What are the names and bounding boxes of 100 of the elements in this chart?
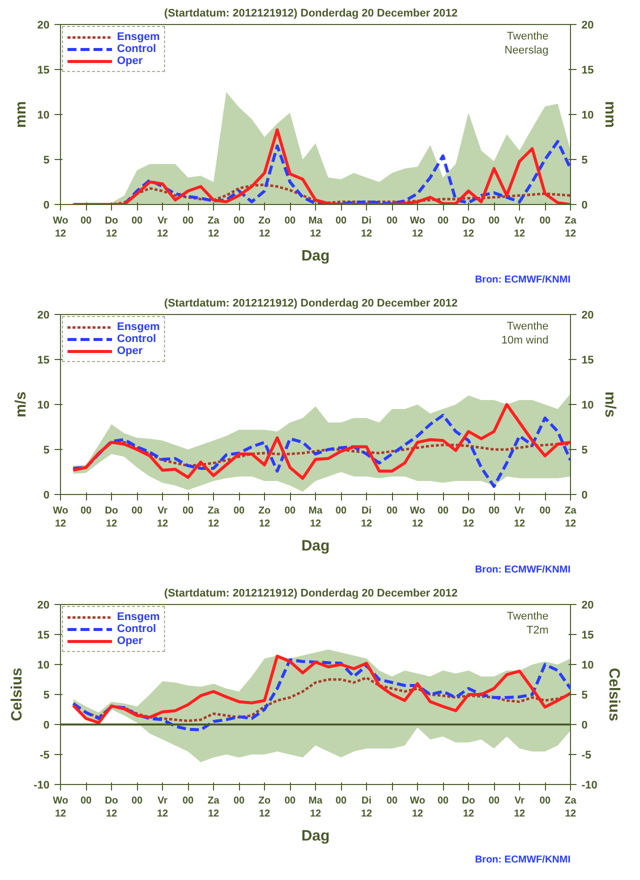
line-series [72,414,570,488]
y-tick-label: 15 [37,354,50,366]
x-tick-label: Di 12 [360,216,372,240]
y2-tick-label: 10 [582,110,594,122]
y2-axis-title: mm [602,101,619,128]
x-tick-label: Do 12 [104,506,118,530]
x-axis-title: Dag [301,538,330,555]
y-tick-label: 0 [43,720,50,732]
x-tick-label: 00 [488,506,500,516]
x-tick-label: 00 [335,216,347,226]
annotation: 10m wind [501,334,548,346]
x-tick-label: Do 12 [462,216,476,240]
y2-tick-label: 5 [582,690,588,702]
annotation: Twenthe [506,610,549,622]
x-tick-label: 00 [335,796,347,806]
x-tick-label: Do 12 [462,506,476,530]
x-axis-title: Dag [301,248,330,265]
legend-label: Oper [117,55,143,67]
x-tick-label: 00 [182,216,194,226]
x-tick-label: Zo 12 [258,796,271,820]
y-tick-label: 20 [37,310,50,322]
x-tick-label: 00 [233,216,245,226]
x-tick-label: 00 [80,216,92,226]
x-tick-label: Do 12 [462,796,476,820]
y2-tick-label: -5 [582,750,592,762]
x-tick-label: Ma 12 [308,506,323,530]
y2-tick-label: 10 [582,400,594,412]
y2-tick-label: 20 [582,600,594,612]
x-tick-label: Wo 12 [52,506,68,530]
annotation: Twenthe [506,320,549,332]
x-tick-label: 00 [386,506,398,516]
x-tick-label: 00 [131,796,143,806]
x-tick-label: 00 [233,796,245,806]
y2-tick-label: 5 [582,154,588,166]
y2-axis-title: m/s [602,392,619,418]
x-tick-label: Vr 12 [514,506,526,530]
x-tick-label: 00 [182,506,194,516]
x-tick-label: Wo 12 [410,796,426,820]
x-tick-label: Vr 12 [156,796,168,820]
x-tick-label: 00 [233,506,245,516]
y-tick-label: 10 [37,110,50,122]
x-tick-label: Wo 12 [52,216,68,240]
x-tick-label: 00 [437,796,449,806]
x-tick-label: Vr 12 [156,216,168,240]
x-tick-label: 00 [539,506,551,516]
x-tick-label: Di 12 [360,796,372,820]
y-tick-label: -10 [34,780,50,792]
y-tick-label: 15 [37,630,50,642]
x-tick-label: Za 12 [208,506,220,530]
y2-tick-label: 20 [582,310,594,322]
x-tick-label: 00 [182,796,194,806]
y-tick-label: 5 [43,154,50,166]
x-tick-label: 00 [437,216,449,226]
x-axis-title: Dag [301,828,330,845]
x-tick-label: 00 [437,506,449,516]
y-tick-label: 20 [37,20,50,32]
text: Bron: ECMWF/KNMI [474,854,571,866]
x-tick-label: 00 [284,796,296,806]
text: Bron: ECMWF/KNMI [474,274,571,286]
x-tick-label: Ma 12 [308,216,323,240]
legend-label: Control [117,333,156,345]
x-tick-label: Vr 12 [156,506,168,530]
chart-title: (Startdatum: 2012121912) Donderdag 20 December 2012 [164,588,458,600]
x-tick-label: Wo 12 [410,506,426,530]
y2-tick-label: 15 [582,354,594,366]
y-tick-label: 10 [37,660,50,672]
x-tick-label: Vr 12 [514,796,526,820]
x-tick-label: Za 12 [208,796,220,820]
chart-title: (Startdatum: 2012121912) Donderdag 20 December 2012 [164,298,458,310]
x-tick-label: 00 [539,216,551,226]
y-axis-title: Celsius [8,668,26,722]
legend-label: Oper [117,635,143,647]
x-tick-label: Za 12 [208,216,220,240]
x-tick-label: 00 [131,506,143,516]
y-axis-title: m/s [12,392,30,418]
annotation: Neerslag [504,44,549,56]
text: Bron: ECMWF/KNMI [474,564,571,576]
chart-title: (Startdatum: 2012121912) Donderdag 20 December 2012 [164,8,458,20]
annotation: T2m [526,624,548,636]
x-tick-label: 00 [335,506,347,516]
legend-label: Control [117,623,156,635]
x-tick-label: Wo 12 [410,216,426,240]
x-tick-label: 00 [488,796,500,806]
x-tick-label: 00 [386,796,398,806]
y-tick-label: 5 [43,444,50,456]
y-tick-label: -5 [40,750,50,762]
legend-label: Ensgem [117,321,160,333]
x-tick-label: Zo 12 [258,216,271,240]
x-tick-label: Za 12 [564,796,577,820]
x-tick-label: 00 [284,506,296,516]
x-tick-label: Ma 12 [308,796,323,820]
y2-tick-label: 10 [582,660,594,672]
legend-label: Control [117,43,156,55]
y2-axis-title: Celsius [605,668,622,722]
x-tick-label: 00 [80,506,92,516]
legend-label: Oper [117,345,143,357]
x-tick-label: 00 [488,216,500,226]
y2-tick-label: 0 [582,490,588,502]
y2-tick-label: 20 [582,20,594,32]
y-tick-label: 10 [37,400,50,412]
